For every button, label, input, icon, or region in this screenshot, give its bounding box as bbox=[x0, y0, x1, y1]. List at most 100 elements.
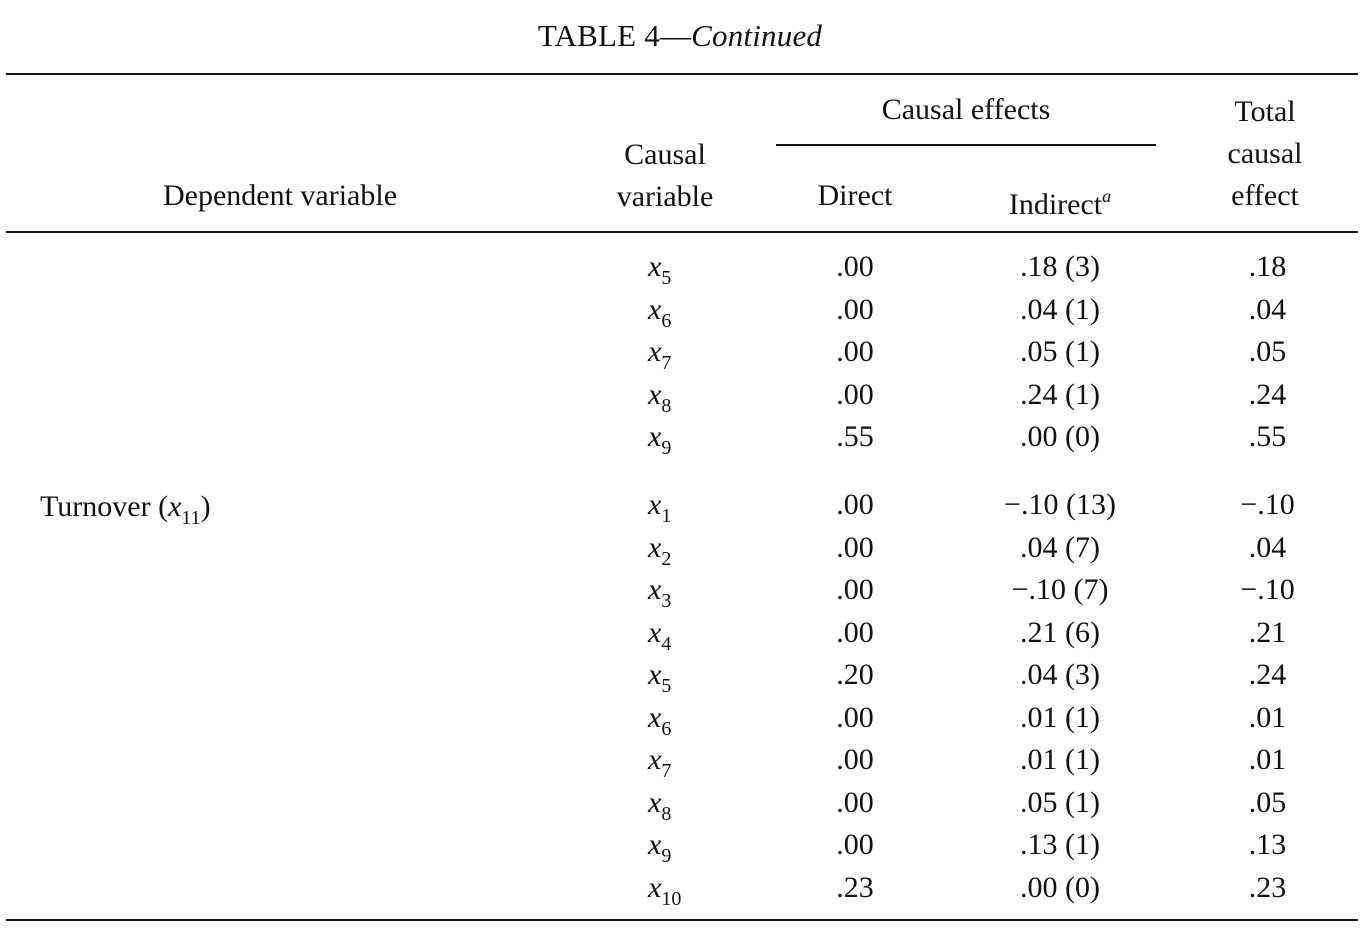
causal-variable-symbol: x bbox=[648, 785, 662, 819]
table-row: x7 .00 .05 (1) .05 bbox=[0, 335, 1360, 377]
table-row: x6 .00 .04 (1) .04 bbox=[0, 293, 1360, 335]
dependent-variable-symbol: x bbox=[168, 490, 182, 523]
causal-variable-symbol: x bbox=[648, 292, 662, 326]
causal-variable: x7 bbox=[648, 335, 671, 375]
header-indirect-label: Indirect bbox=[1008, 188, 1103, 221]
header-dependent-variable: Dependent variable bbox=[162, 179, 398, 212]
total-causal-effect: .01 bbox=[1248, 743, 1287, 776]
causal-variable-symbol: x bbox=[648, 335, 662, 368]
direct-effect: .00 bbox=[836, 573, 874, 606]
table-row: x3 .00 −.10 (7) −.10 bbox=[0, 573, 1360, 615]
table-row: x2 .00 .04 (7) .04 bbox=[0, 531, 1360, 573]
indirect-effect: .05 (1) bbox=[1020, 335, 1100, 368]
causal-variable-symbol: x bbox=[648, 658, 662, 691]
causal-variable-subscript: 3 bbox=[661, 590, 672, 612]
causal-variable-symbol: x bbox=[648, 377, 662, 411]
causal-variable-subscript: 9 bbox=[661, 437, 672, 459]
causal-variable-subscript: 6 bbox=[661, 309, 672, 332]
direct-effect: .55 bbox=[836, 420, 874, 453]
total-causal-effect: .23 bbox=[1248, 870, 1287, 904]
header-direct: Direct bbox=[817, 179, 893, 212]
causal-variable-symbol: x bbox=[648, 530, 662, 564]
indirect-effect: .01 (1) bbox=[1020, 743, 1100, 776]
total-causal-effect: .05 bbox=[1248, 785, 1287, 819]
indirect-effect: .04 (1) bbox=[1020, 292, 1100, 326]
bottom-rule bbox=[6, 919, 1358, 921]
header-indirect: Indirecta bbox=[960, 175, 1160, 226]
causal-variable-symbol: x bbox=[648, 700, 662, 734]
indirect-effect: .04 (7) bbox=[1020, 530, 1100, 564]
direct-effect: .00 bbox=[836, 615, 874, 649]
causal-variable-subscript: 1 bbox=[661, 505, 672, 527]
header-bottom-rule bbox=[6, 231, 1358, 233]
indirect-effect: .00 (0) bbox=[1020, 420, 1100, 453]
causal-variable: x4 bbox=[648, 616, 671, 656]
causal-effects-span-rule bbox=[776, 144, 1156, 146]
table-title-main: TABLE 4— bbox=[537, 18, 692, 53]
causal-variable-symbol: x bbox=[648, 743, 662, 776]
causal-variable-symbol: x bbox=[648, 420, 662, 453]
table-row: x4 .00 .21 (6) .21 bbox=[0, 616, 1360, 658]
footnote-marker: a bbox=[1102, 186, 1112, 206]
direct-effect: .00 bbox=[836, 530, 874, 564]
total-causal-effect: .04 bbox=[1248, 292, 1287, 326]
indirect-effect: .01 (1) bbox=[1020, 700, 1100, 734]
table-title: TABLE 4—Continued bbox=[0, 18, 1360, 54]
table-title-continued: Continued bbox=[691, 18, 823, 53]
header-total-causal-effect: Total causal effect bbox=[1190, 91, 1340, 217]
causal-variable-symbol: x bbox=[648, 488, 662, 521]
total-causal-effect: .18 bbox=[1248, 250, 1287, 283]
causal-variable-symbol: x bbox=[648, 573, 662, 606]
header-causal-effects: Causal effects bbox=[881, 93, 1051, 126]
total-causal-effect: −.10 bbox=[1240, 573, 1295, 606]
causal-variable: x8 bbox=[648, 786, 671, 826]
dependent-variable-label: Turnover bbox=[40, 490, 151, 523]
causal-variable-subscript: 5 bbox=[661, 267, 672, 289]
indirect-effect: −.10 (7) bbox=[1011, 573, 1109, 606]
table-row: x9 .55 .00 (0) .55 bbox=[0, 420, 1360, 462]
indirect-effect: .18 (3) bbox=[1020, 250, 1100, 283]
causal-variable: x3 bbox=[648, 573, 671, 613]
indirect-effect: .00 (0) bbox=[1020, 870, 1100, 904]
total-causal-effect: .21 bbox=[1248, 615, 1287, 649]
causal-variable: x9 bbox=[648, 420, 671, 460]
table-row: x10 .23 .00 (0) .23 bbox=[0, 871, 1360, 913]
total-causal-effect: .13 bbox=[1248, 828, 1287, 861]
direct-effect: .23 bbox=[836, 870, 874, 904]
indirect-effect: .24 (1) bbox=[1020, 377, 1100, 411]
causal-variable: x10 bbox=[648, 871, 681, 911]
table-row: x5 .00 .18 (3) .18 bbox=[0, 250, 1360, 292]
direct-effect: .00 bbox=[836, 700, 874, 734]
total-causal-effect: .04 bbox=[1248, 530, 1287, 564]
dependent-variable-turnover: Turnover (x11) bbox=[40, 490, 211, 529]
table-row: x9 .00 .13 (1) .13 bbox=[0, 828, 1360, 870]
causal-variable: x8 bbox=[648, 378, 671, 418]
indirect-effect: .21 (6) bbox=[1020, 615, 1100, 649]
direct-effect: .00 bbox=[836, 743, 874, 776]
total-causal-effect: .24 bbox=[1248, 377, 1287, 411]
causal-variable-subscript: 2 bbox=[661, 547, 672, 570]
causal-variable-symbol: x bbox=[648, 615, 662, 649]
header-causal-variable-line1: Causal bbox=[624, 138, 706, 171]
causal-variable: x6 bbox=[648, 701, 671, 741]
header-total-line3: effect bbox=[1231, 179, 1299, 212]
direct-effect: .00 bbox=[836, 488, 874, 521]
table-row: x8 .00 .05 (1) .05 bbox=[0, 786, 1360, 828]
direct-effect: .20 bbox=[836, 658, 874, 691]
dependent-variable-subscript: 11 bbox=[181, 507, 201, 529]
causal-variable: x7 bbox=[648, 743, 671, 783]
total-causal-effect: .55 bbox=[1248, 420, 1287, 453]
top-rule bbox=[6, 73, 1358, 75]
causal-variable: x9 bbox=[648, 828, 671, 868]
total-causal-effect: .01 bbox=[1248, 700, 1287, 734]
causal-variable-symbol: x bbox=[648, 870, 662, 904]
causal-variable: x5 bbox=[648, 250, 671, 290]
direct-effect: .00 bbox=[836, 377, 874, 411]
total-causal-effect: .24 bbox=[1248, 658, 1287, 691]
total-causal-effect: .05 bbox=[1248, 335, 1287, 368]
table-row: x1.00 −.10 (13) −.10 bbox=[0, 488, 1360, 530]
causal-variable-subscript: 8 bbox=[661, 802, 672, 825]
causal-variable-subscript: 4 bbox=[661, 632, 672, 655]
table-row: x8 .00 .24 (1) .24 bbox=[0, 378, 1360, 420]
causal-variable: x5 bbox=[648, 658, 671, 698]
